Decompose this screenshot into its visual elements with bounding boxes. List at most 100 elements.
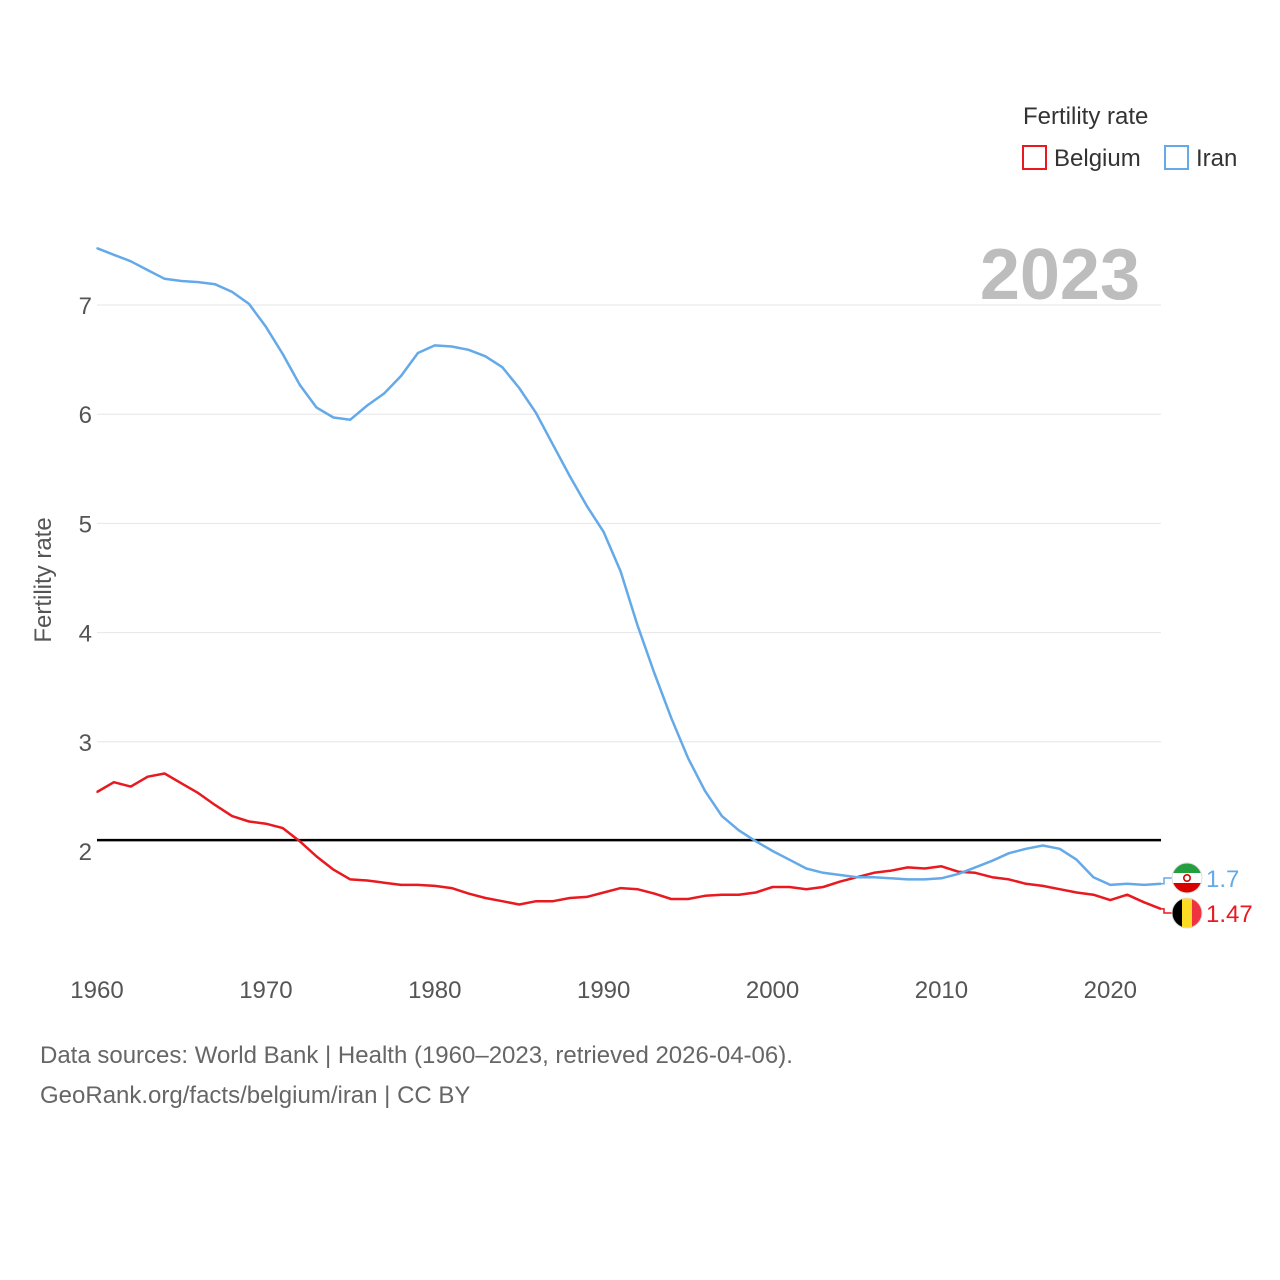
data-point bbox=[670, 716, 673, 719]
data-point bbox=[180, 782, 183, 785]
data-point bbox=[585, 896, 588, 898]
data-point bbox=[484, 897, 487, 899]
y-tick-label: 5 bbox=[79, 511, 92, 538]
data-point bbox=[754, 891, 757, 894]
data-point bbox=[1041, 885, 1044, 887]
data-point bbox=[991, 860, 993, 862]
end-connector bbox=[1161, 908, 1172, 914]
series-group bbox=[96, 247, 1162, 911]
data-point bbox=[1075, 891, 1078, 894]
data-point bbox=[146, 269, 149, 271]
data-point bbox=[653, 672, 656, 674]
data-point bbox=[1143, 901, 1145, 904]
source-line: Data sources: World Bank | Health (1960–… bbox=[40, 1042, 793, 1069]
data-point bbox=[265, 326, 267, 328]
data-point bbox=[281, 353, 284, 355]
data-point bbox=[569, 897, 571, 899]
series-line-iran bbox=[96, 247, 1162, 887]
data-point bbox=[315, 855, 318, 858]
x-tick-label: 2020 bbox=[1084, 977, 1137, 1004]
data-point bbox=[889, 869, 892, 872]
data-point bbox=[653, 892, 656, 895]
data-point bbox=[1008, 852, 1010, 854]
flag-stripe bbox=[1192, 898, 1202, 928]
data-point bbox=[248, 820, 250, 823]
data-point bbox=[737, 829, 740, 832]
data-point bbox=[484, 355, 487, 358]
legend-swatch bbox=[1022, 145, 1047, 170]
data-point bbox=[788, 886, 791, 888]
data-point bbox=[417, 352, 419, 354]
data-point bbox=[721, 815, 723, 817]
data-point bbox=[805, 888, 808, 891]
data-point bbox=[822, 886, 825, 888]
data-point bbox=[315, 406, 318, 409]
data-point bbox=[113, 253, 115, 256]
x-axis: 1960 1970 1980 1990 2000 2010 2020 bbox=[70, 977, 1137, 1004]
iran-flag-icon bbox=[1171, 862, 1203, 894]
data-point bbox=[450, 887, 453, 889]
data-point bbox=[248, 303, 250, 305]
flag-stripe bbox=[1172, 863, 1202, 873]
data-point bbox=[906, 878, 909, 881]
data-point bbox=[974, 866, 977, 869]
data-point bbox=[96, 247, 98, 250]
data-point bbox=[163, 277, 166, 280]
end-value-label: 1.47 bbox=[1206, 901, 1253, 928]
data-point bbox=[805, 867, 808, 870]
data-point bbox=[957, 873, 960, 875]
flag-stripe bbox=[1182, 898, 1192, 928]
data-point bbox=[535, 412, 537, 414]
data-point bbox=[1109, 884, 1112, 886]
data-point bbox=[265, 822, 267, 825]
data-point bbox=[433, 885, 436, 887]
data-point bbox=[923, 867, 926, 870]
data-point bbox=[197, 792, 200, 794]
data-point bbox=[535, 900, 537, 903]
y-axis: 2 3 4 5 6 7 bbox=[79, 293, 92, 866]
data-point bbox=[687, 898, 689, 900]
data-point bbox=[771, 886, 774, 888]
series-line-belgium bbox=[96, 772, 1162, 911]
data-point bbox=[96, 791, 98, 793]
data-point bbox=[1109, 899, 1112, 901]
data-point bbox=[1126, 882, 1129, 885]
flag-emblem bbox=[1183, 873, 1192, 882]
flag-border bbox=[1171, 897, 1203, 929]
data-point bbox=[518, 387, 521, 389]
legend-items: Belgium Iran bbox=[1022, 145, 1237, 172]
data-point bbox=[771, 850, 774, 852]
data-point bbox=[1025, 848, 1027, 850]
data-point bbox=[1041, 844, 1044, 847]
data-point bbox=[721, 893, 723, 896]
data-point bbox=[636, 624, 639, 626]
data-point bbox=[856, 876, 858, 879]
data-point bbox=[180, 280, 183, 282]
data-point bbox=[129, 260, 132, 263]
y-tick-label: 4 bbox=[79, 621, 92, 648]
data-point bbox=[636, 888, 639, 891]
data-point bbox=[400, 375, 402, 377]
data-point bbox=[518, 903, 521, 906]
data-point bbox=[585, 505, 588, 507]
y-tick-label: 7 bbox=[79, 293, 92, 320]
data-point bbox=[704, 894, 706, 897]
flag-stripe bbox=[1172, 898, 1182, 928]
legend: Fertility rate Belgium Iran bbox=[1022, 103, 1237, 172]
credit-line: GeoRank.org/facts/belgium/iran | CC BY bbox=[40, 1082, 471, 1109]
end-value-label: 1.7 bbox=[1206, 866, 1239, 893]
legend-item-belgium: Belgium bbox=[1022, 145, 1141, 172]
data-point bbox=[873, 872, 875, 874]
data-point bbox=[1058, 888, 1061, 891]
data-point bbox=[281, 827, 284, 829]
data-point bbox=[1126, 893, 1129, 896]
y-axis-title: Fertility rate bbox=[30, 517, 57, 642]
data-point bbox=[383, 392, 385, 395]
y-tick-label: 2 bbox=[79, 839, 92, 866]
data-point bbox=[1008, 878, 1010, 881]
data-point bbox=[940, 865, 943, 868]
x-tick-label: 1960 bbox=[70, 977, 123, 1004]
data-point bbox=[906, 866, 909, 869]
data-point bbox=[332, 868, 335, 871]
x-tick-label: 2000 bbox=[746, 977, 799, 1004]
